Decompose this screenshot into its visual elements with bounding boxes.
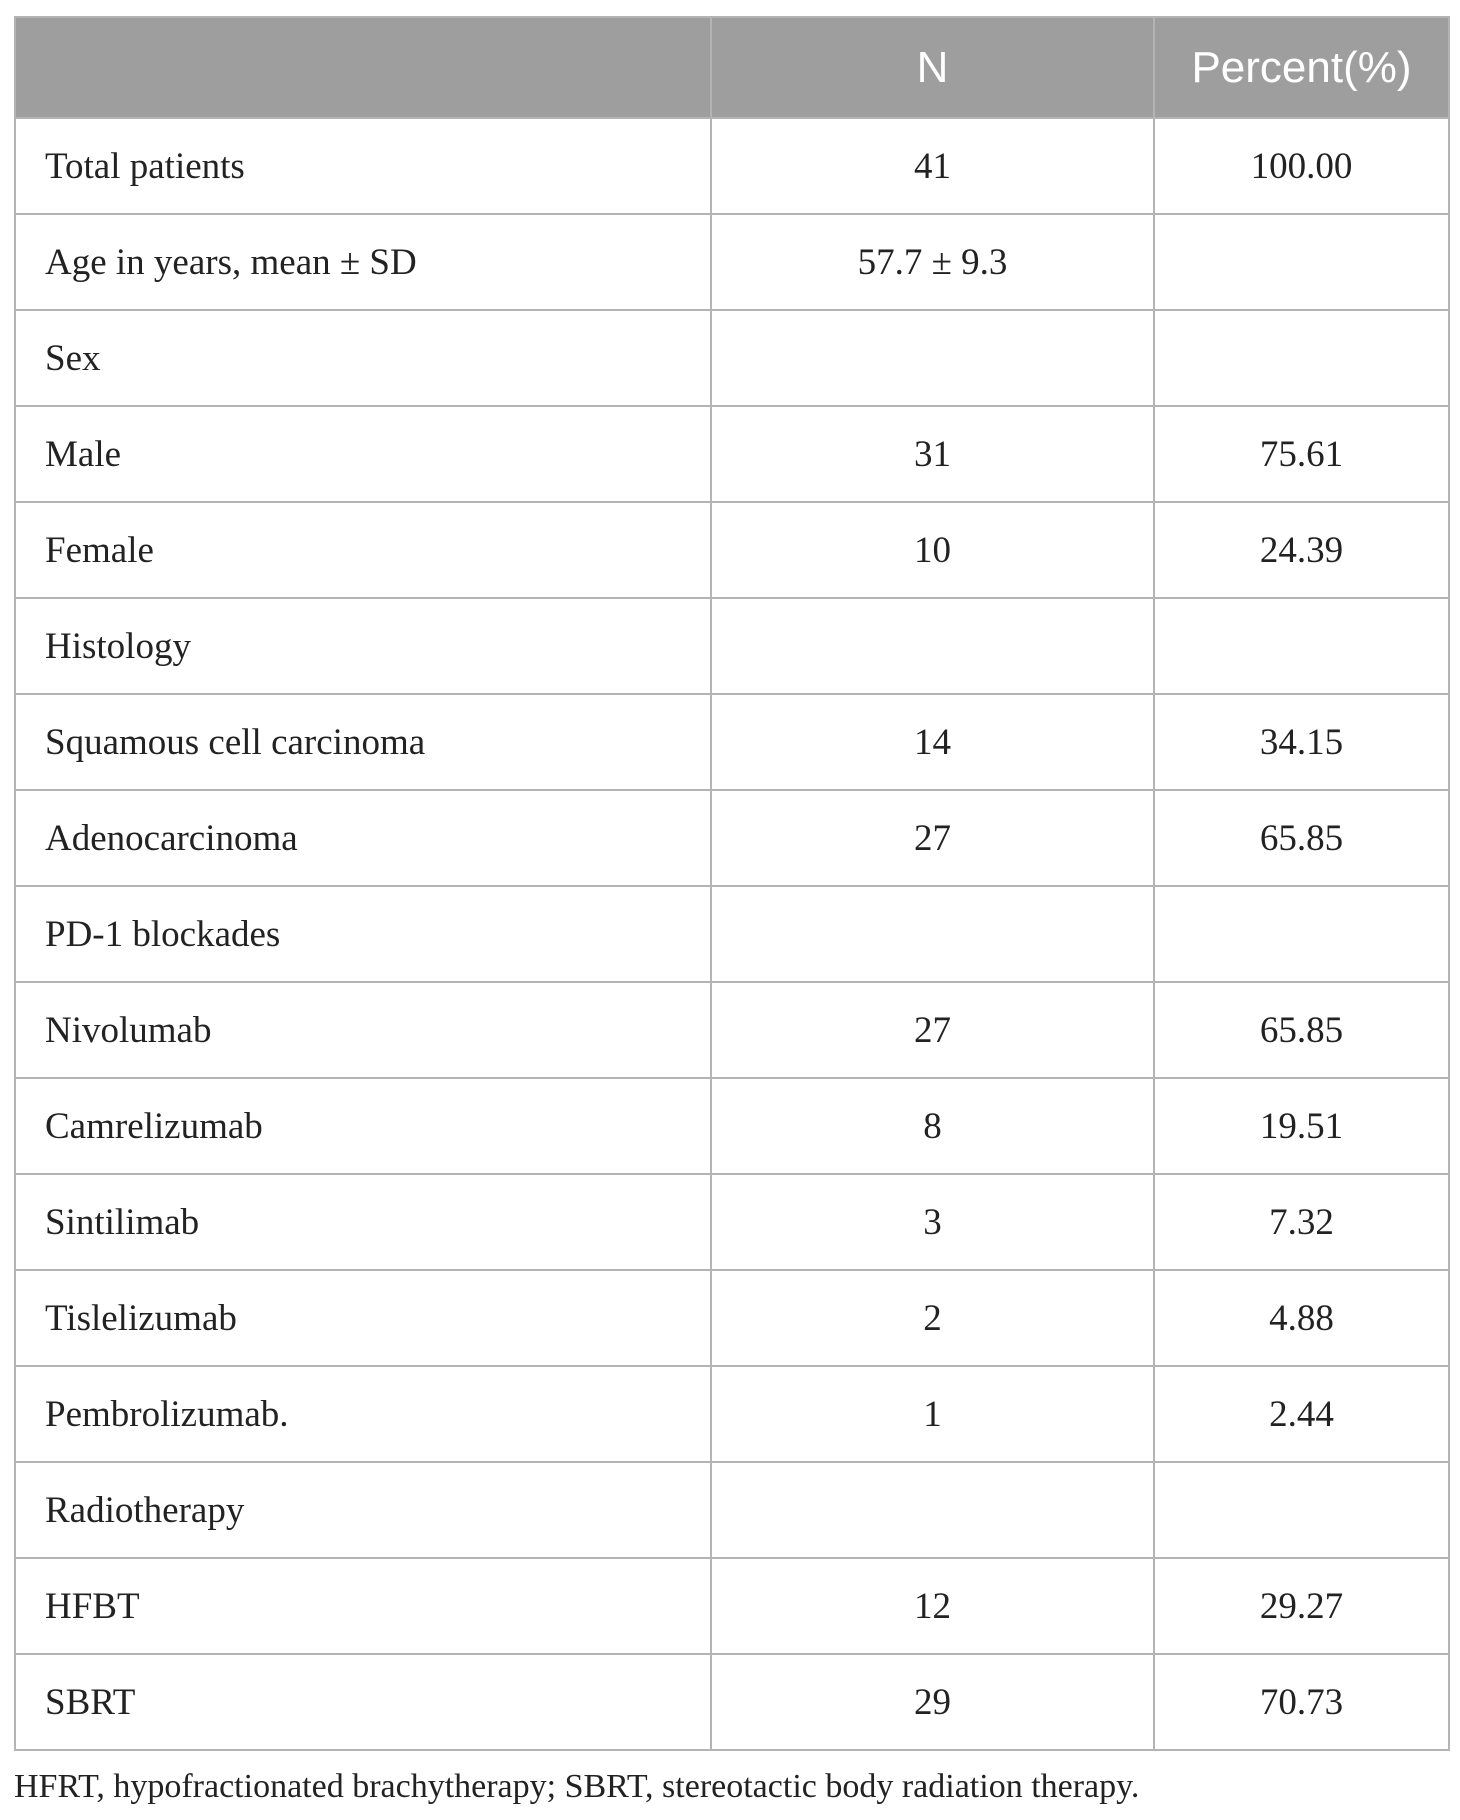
table-row: Female 10 24.39 [14,501,1450,599]
row-label: Sintilimab [14,1173,712,1271]
row-n: 41 [710,117,1155,215]
row-n: 14 [710,693,1155,791]
table-row: Total patients 41 100.00 [14,117,1450,215]
table-row: Age in years, mean ± SD 57.7 ± 9.3 [14,213,1450,311]
table-row: Camrelizumab 8 19.51 [14,1077,1450,1175]
row-percent: 75.61 [1153,405,1450,503]
table-row: PD-1 blockades [14,885,1450,983]
table-row: Adenocarcinoma 27 65.85 [14,789,1450,887]
row-n: 57.7 ± 9.3 [710,213,1155,311]
header-percent: Percent(%) [1153,16,1450,119]
row-percent: 7.32 [1153,1173,1450,1271]
row-label: Histology [14,597,712,695]
row-percent: 70.73 [1153,1653,1450,1751]
row-n: 31 [710,405,1155,503]
row-label: Female [14,501,712,599]
row-percent [1153,309,1450,407]
row-percent: 65.85 [1153,789,1450,887]
row-n: 10 [710,501,1155,599]
table-row: Sintilimab 3 7.32 [14,1173,1450,1271]
row-n: 29 [710,1653,1155,1751]
row-percent: 24.39 [1153,501,1450,599]
table-row: Pembrolizumab. 1 2.44 [14,1365,1450,1463]
row-label: Nivolumab [14,981,712,1079]
table-row: SBRT 29 70.73 [14,1653,1450,1751]
row-percent [1153,885,1450,983]
patient-characteristics-table: N Percent(%) Total patients 41 100.00 Ag… [14,16,1450,1751]
table-row: Radiotherapy [14,1461,1450,1559]
row-n: 12 [710,1557,1155,1655]
row-percent: 2.44 [1153,1365,1450,1463]
row-percent [1153,1461,1450,1559]
table-row: Male 31 75.61 [14,405,1450,503]
row-n [710,1461,1155,1559]
header-n: N [710,16,1155,119]
row-label: Male [14,405,712,503]
table-footnote: HFRT, hypofractionated brachytherapy; SB… [14,1768,1140,1805]
row-percent: 4.88 [1153,1269,1450,1367]
patient-characteristics-table-container: N Percent(%) Total patients 41 100.00 Ag… [14,16,1450,1751]
row-label: SBRT [14,1653,712,1751]
row-label: Tislelizumab [14,1269,712,1367]
row-n: 27 [710,981,1155,1079]
row-label: HFBT [14,1557,712,1655]
row-label: Adenocarcinoma [14,789,712,887]
table-row: HFBT 12 29.27 [14,1557,1450,1655]
row-label: Camrelizumab [14,1077,712,1175]
header-empty [14,16,712,119]
row-n [710,885,1155,983]
row-percent: 29.27 [1153,1557,1450,1655]
table-row: Tislelizumab 2 4.88 [14,1269,1450,1367]
row-n: 1 [710,1365,1155,1463]
row-percent [1153,597,1450,695]
table-row: Squamous cell carcinoma 14 34.15 [14,693,1450,791]
table-row: Histology [14,597,1450,695]
row-percent: 65.85 [1153,981,1450,1079]
row-n: 3 [710,1173,1155,1271]
table-header-row: N Percent(%) [14,16,1450,119]
row-label: Pembrolizumab. [14,1365,712,1463]
row-label: Age in years, mean ± SD [14,213,712,311]
row-label: Squamous cell carcinoma [14,693,712,791]
row-percent: 19.51 [1153,1077,1450,1175]
row-n [710,309,1155,407]
row-n: 27 [710,789,1155,887]
row-label: Total patients [14,117,712,215]
table-row: Sex [14,309,1450,407]
row-n [710,597,1155,695]
table-row: Nivolumab 27 65.85 [14,981,1450,1079]
row-n: 2 [710,1269,1155,1367]
row-label: PD-1 blockades [14,885,712,983]
row-n: 8 [710,1077,1155,1175]
row-label: Sex [14,309,712,407]
row-percent [1153,213,1450,311]
row-percent: 100.00 [1153,117,1450,215]
row-percent: 34.15 [1153,693,1450,791]
row-label: Radiotherapy [14,1461,712,1559]
